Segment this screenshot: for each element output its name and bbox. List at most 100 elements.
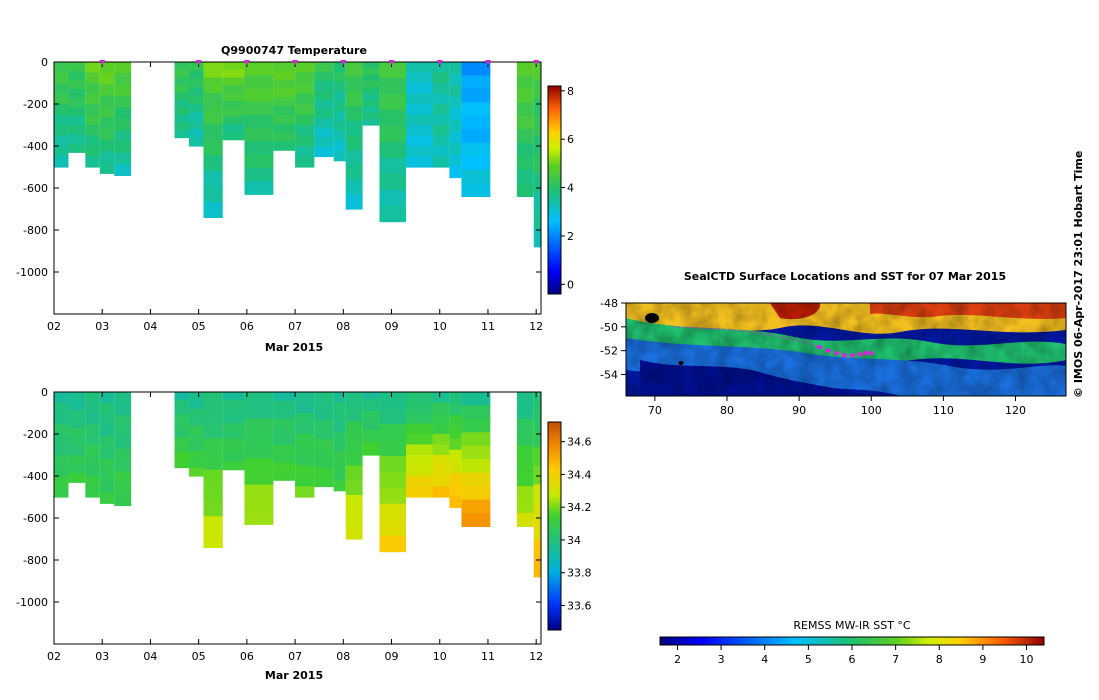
profile-cell [449,403,462,416]
profile-cell [533,539,541,559]
sst-colorbar-tick-label: 3 [718,653,725,666]
profile-cell [449,73,462,86]
profile-cell [333,121,346,132]
profile-cell [314,90,334,101]
profile-column [516,62,534,197]
y-tick-label: -400 [23,470,48,483]
surface-location-point [868,350,874,356]
profile-cell [273,62,296,72]
profile-cell [362,410,380,418]
profile-column [405,392,433,498]
profile-column [99,392,115,504]
lat-tick-label: -50 [600,321,618,334]
profile-column [449,62,462,179]
profile-cell [533,465,541,485]
temperature-panel: Q9900747 Temperature 02 03 04 05 06 07 08 09 10 1… [16,44,574,354]
profile-cell [516,62,534,77]
profile-cell [295,72,315,84]
profile-cell [174,69,190,78]
profile-cell [54,62,69,74]
profile-cell [244,471,274,486]
profile-cell [244,62,274,76]
profile-cell [533,447,541,467]
profile-cell [295,455,315,467]
profile-cell [333,431,346,442]
profile-cell [222,77,245,86]
profile-cell [203,77,223,94]
profile-cell [114,141,132,154]
profile-column [295,392,315,498]
profile-cell [432,392,450,404]
profile-column [174,62,190,139]
profile-cell [405,455,433,467]
profile-cell [405,434,433,446]
profile-cell [54,423,69,435]
profile-column [68,62,86,153]
profile-cell [449,131,462,144]
profile-column [516,392,534,527]
profile-cell [222,461,245,471]
sst-map-lon-ticks: 70 80 90 100 110 120 [648,396,1026,417]
profile-cell [333,71,346,83]
profile-cell [114,152,132,165]
profile-column [333,62,346,162]
profile-cell [114,437,132,450]
profile-column [203,62,223,218]
profile-cell [99,73,115,85]
lat-tick-label: -52 [600,345,618,358]
profile-cell [85,146,100,158]
profile-cell [379,125,406,143]
profile-cell [461,499,491,514]
profile-cell [273,392,296,402]
profile-cell [516,75,534,90]
profile-cell [85,104,100,116]
profile-cell [333,150,346,162]
profile-cell [85,455,100,467]
profile-cell [362,106,380,113]
profile-cell [99,162,115,174]
profile-cell [432,62,450,74]
sst-colorbar-tick-label: 8 [936,653,943,666]
profile-cell [405,156,433,168]
profile-cell [432,444,450,456]
profile-cell [68,473,86,483]
surfacing-markers [99,60,540,65]
profile-cell [461,156,491,171]
profile-cell [461,486,491,501]
surface-location-point [850,353,855,358]
profile-cell [99,106,115,119]
profile-cell [203,124,223,141]
profile-cell [345,135,363,151]
profile-cell [516,459,534,474]
profile-cell [362,436,380,443]
profile-cell [85,62,100,74]
surface-location-point [834,350,839,356]
profile-cell [244,167,274,182]
salinity-colorbar-ticks: 33.6 33.8 34 34.2 34.4 34.6 [561,436,592,612]
x-tick-label: 11 [481,650,495,663]
profile-cell [533,484,541,504]
profile-cell [333,392,346,403]
profile-cell [203,139,223,156]
profile-column [99,62,115,174]
x-tick-label: 08 [336,320,350,333]
profile-cell [362,74,380,82]
profile-cell [345,494,363,511]
profile-column [461,62,491,197]
profile-cell [99,425,115,438]
profile-cell [222,108,245,117]
lon-tick-label: 120 [1005,404,1026,417]
profile-cell [174,122,190,131]
profile-cell [222,454,245,463]
profile-column [533,392,541,578]
y-tick-label: -600 [23,182,48,195]
profile-column [461,392,491,527]
profile-cell [85,125,100,137]
profile-cell [379,189,406,207]
x-tick-label: 05 [192,320,206,333]
profile-cell [68,125,86,135]
profile-cell [362,93,380,101]
sst-colorbar-label: REMSS MW-IR SST °C [793,619,911,632]
profile-cell [461,472,491,487]
profile-cell [114,494,132,506]
